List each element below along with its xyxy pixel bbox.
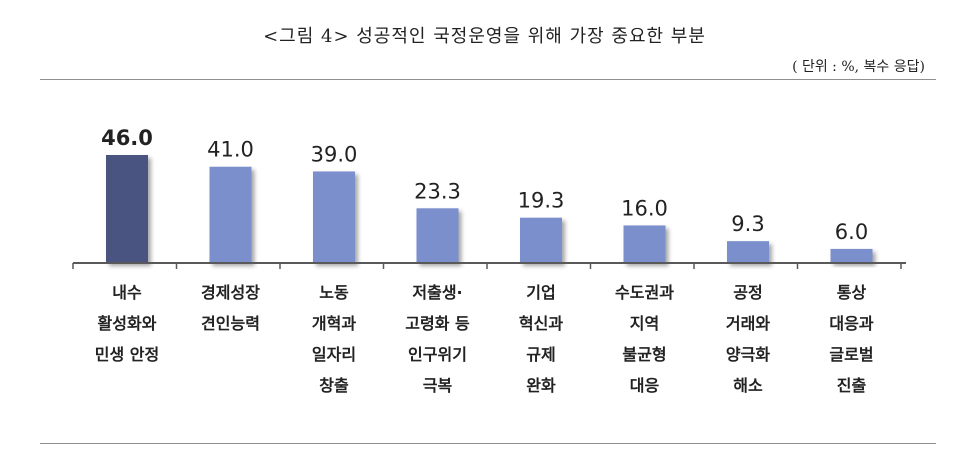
value-label-1: 41.0: [207, 138, 254, 162]
category-label-2: 노동 개혁과 일자리 창출: [312, 283, 356, 395]
chart-title: <그림 4> 성공적인 국정운영을 위해 가장 중요한 부분: [263, 26, 706, 47]
bar-0: [106, 155, 148, 263]
value-label-5: 16.0: [621, 196, 668, 220]
category-label-6: 공정 거래와 양극화 해소: [726, 283, 770, 395]
category-label-3: 저출생· 고령화 등 인구위기 극복: [405, 283, 470, 395]
bar-5: [623, 225, 666, 263]
top-divider: [40, 79, 936, 80]
value-label-7: 6.0: [835, 220, 868, 244]
bar-4: [520, 217, 562, 263]
bar-1: [209, 166, 252, 263]
bar-3: [416, 208, 459, 263]
bar-2: [313, 171, 355, 263]
bar-6: [727, 241, 769, 263]
category-label-4: 기업 혁신과 규제 완화: [519, 283, 563, 395]
bar-7: [830, 248, 873, 263]
category-label-0: 내수 활성화와 민생 안정: [95, 283, 159, 364]
value-label-3: 23.3: [414, 179, 461, 203]
category-label-5: 수도권과 지역 불균형 대응: [615, 283, 674, 395]
bottom-divider: [40, 443, 936, 444]
category-label-1: 경제성장 견인능력: [201, 283, 260, 333]
category-label-7: 통상 대응과 글로벌 진출: [829, 283, 873, 395]
value-label-2: 39.0: [311, 142, 358, 166]
value-label-0: 46.0: [101, 126, 153, 150]
value-label-4: 19.3: [518, 189, 565, 213]
value-label-6: 9.3: [731, 212, 764, 236]
unit-note: ( 단위 : %, 복수 응답): [792, 59, 925, 75]
